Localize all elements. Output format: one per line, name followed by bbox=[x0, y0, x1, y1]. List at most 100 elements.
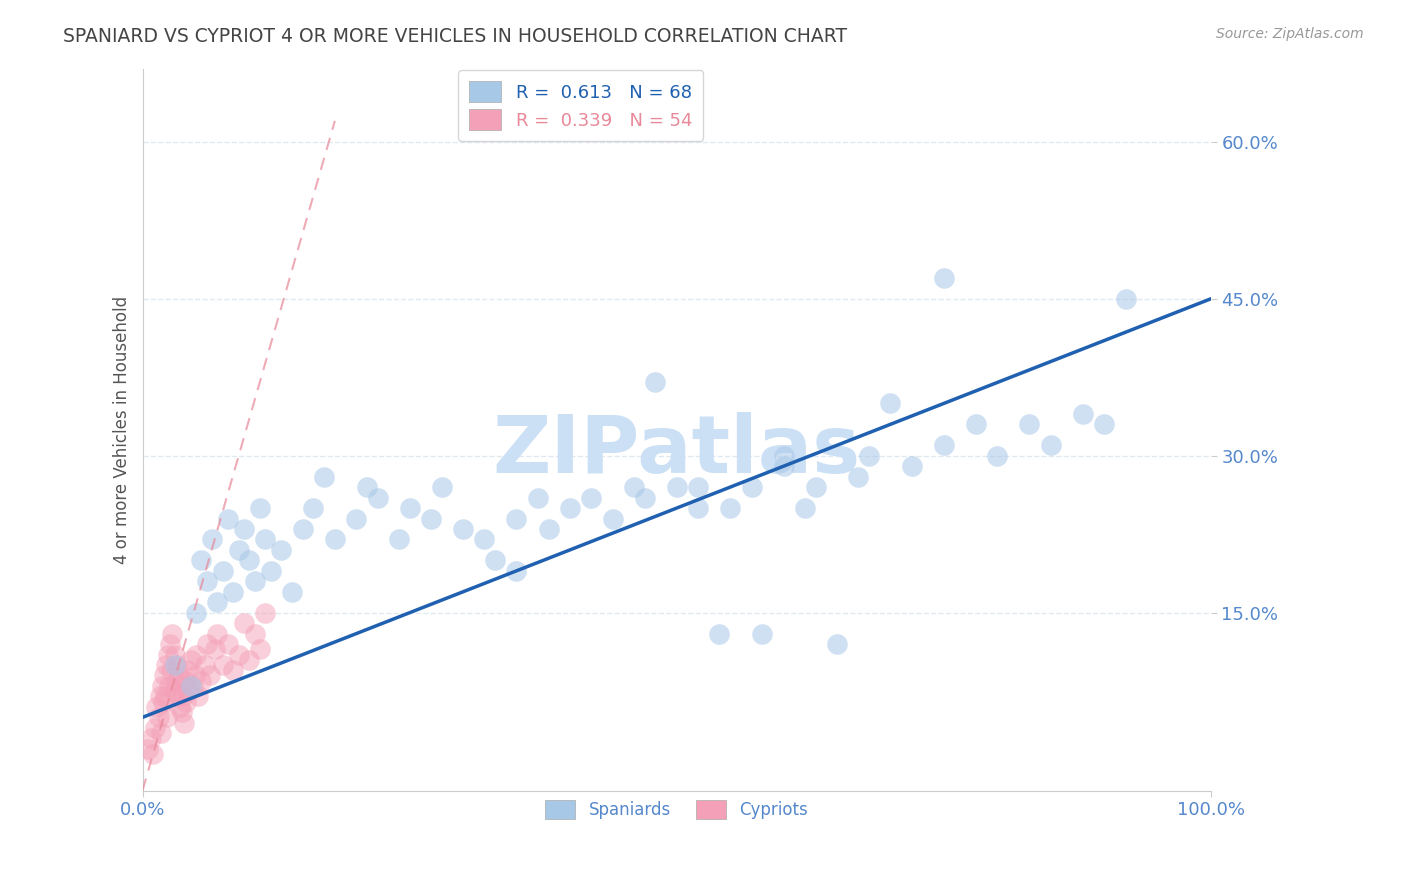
Point bbox=[430, 480, 453, 494]
Point bbox=[772, 449, 794, 463]
Point bbox=[159, 637, 181, 651]
Point bbox=[169, 699, 191, 714]
Point bbox=[233, 522, 256, 536]
Point bbox=[249, 501, 271, 516]
Point bbox=[228, 648, 250, 662]
Point bbox=[165, 673, 187, 688]
Point bbox=[156, 710, 179, 724]
Point bbox=[505, 564, 527, 578]
Y-axis label: 4 or more Vehicles in Household: 4 or more Vehicles in Household bbox=[114, 295, 131, 564]
Point bbox=[474, 533, 496, 547]
Point bbox=[1018, 417, 1040, 432]
Point bbox=[170, 679, 193, 693]
Point bbox=[751, 626, 773, 640]
Point bbox=[644, 376, 666, 390]
Point bbox=[173, 715, 195, 730]
Point bbox=[558, 501, 581, 516]
Point bbox=[986, 449, 1008, 463]
Point bbox=[451, 522, 474, 536]
Point bbox=[176, 695, 198, 709]
Point bbox=[143, 721, 166, 735]
Point bbox=[270, 542, 292, 557]
Legend: Spaniards, Cypriots: Spaniards, Cypriots bbox=[538, 793, 814, 826]
Point bbox=[149, 726, 172, 740]
Point bbox=[804, 480, 827, 494]
Point bbox=[162, 684, 184, 698]
Point bbox=[932, 270, 955, 285]
Point bbox=[187, 690, 209, 704]
Text: SPANIARD VS CYPRIOT 4 OR MORE VEHICLES IN HOUSEHOLD CORRELATION CHART: SPANIARD VS CYPRIOT 4 OR MORE VEHICLES I… bbox=[63, 27, 848, 45]
Point bbox=[172, 690, 194, 704]
Point bbox=[1114, 292, 1136, 306]
Point bbox=[142, 747, 165, 761]
Point bbox=[152, 695, 174, 709]
Point bbox=[1039, 438, 1062, 452]
Point bbox=[254, 533, 277, 547]
Point bbox=[163, 648, 186, 662]
Point bbox=[195, 637, 218, 651]
Point bbox=[153, 690, 176, 704]
Point bbox=[211, 658, 233, 673]
Point bbox=[170, 705, 193, 719]
Point bbox=[136, 741, 159, 756]
Point bbox=[162, 626, 184, 640]
Point bbox=[367, 491, 389, 505]
Point bbox=[879, 396, 901, 410]
Point bbox=[184, 648, 207, 662]
Point bbox=[291, 522, 314, 536]
Point bbox=[772, 459, 794, 474]
Point bbox=[166, 690, 188, 704]
Point bbox=[741, 480, 763, 494]
Point bbox=[166, 658, 188, 673]
Point bbox=[145, 699, 167, 714]
Point bbox=[190, 673, 212, 688]
Point bbox=[249, 642, 271, 657]
Point bbox=[207, 595, 229, 609]
Point bbox=[190, 553, 212, 567]
Point bbox=[222, 584, 245, 599]
Point bbox=[195, 574, 218, 589]
Point bbox=[198, 668, 221, 682]
Point bbox=[204, 642, 226, 657]
Point bbox=[174, 673, 197, 688]
Point bbox=[323, 533, 346, 547]
Point bbox=[825, 637, 848, 651]
Point bbox=[254, 606, 277, 620]
Point bbox=[505, 511, 527, 525]
Point bbox=[718, 501, 741, 516]
Point bbox=[858, 449, 880, 463]
Point bbox=[281, 584, 304, 599]
Point bbox=[155, 658, 177, 673]
Point bbox=[623, 480, 645, 494]
Point bbox=[201, 533, 224, 547]
Text: Source: ZipAtlas.com: Source: ZipAtlas.com bbox=[1216, 27, 1364, 41]
Point bbox=[314, 469, 336, 483]
Point bbox=[344, 511, 367, 525]
Point bbox=[901, 459, 924, 474]
Point bbox=[181, 679, 204, 693]
Point bbox=[388, 533, 411, 547]
Point bbox=[150, 679, 173, 693]
Point bbox=[180, 679, 202, 693]
Point bbox=[193, 658, 215, 673]
Point bbox=[217, 511, 239, 525]
Point bbox=[537, 522, 560, 536]
Point bbox=[709, 626, 731, 640]
Text: ZIPatlas: ZIPatlas bbox=[492, 412, 860, 491]
Point bbox=[932, 438, 955, 452]
Point bbox=[1071, 407, 1094, 421]
Point bbox=[207, 626, 229, 640]
Point bbox=[176, 663, 198, 677]
Point bbox=[163, 658, 186, 673]
Point bbox=[149, 690, 172, 704]
Point bbox=[243, 574, 266, 589]
Point bbox=[184, 606, 207, 620]
Point bbox=[184, 668, 207, 682]
Point bbox=[634, 491, 657, 505]
Point bbox=[222, 663, 245, 677]
Point bbox=[157, 648, 180, 662]
Point bbox=[794, 501, 817, 516]
Point bbox=[688, 501, 710, 516]
Point bbox=[238, 553, 260, 567]
Point bbox=[602, 511, 624, 525]
